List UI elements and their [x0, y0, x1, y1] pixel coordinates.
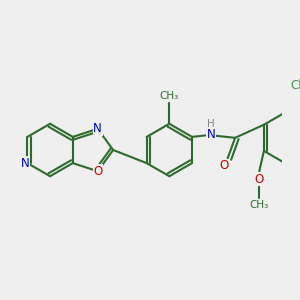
Text: O: O: [255, 172, 264, 185]
Text: O: O: [93, 165, 102, 178]
Text: CH₃: CH₃: [250, 200, 269, 210]
Text: N: N: [93, 122, 102, 135]
Text: Cl: Cl: [290, 79, 300, 92]
Text: H: H: [207, 119, 214, 129]
Text: N: N: [21, 157, 30, 169]
Text: CH₃: CH₃: [160, 91, 179, 101]
Text: N: N: [206, 128, 215, 141]
Text: O: O: [219, 159, 229, 172]
